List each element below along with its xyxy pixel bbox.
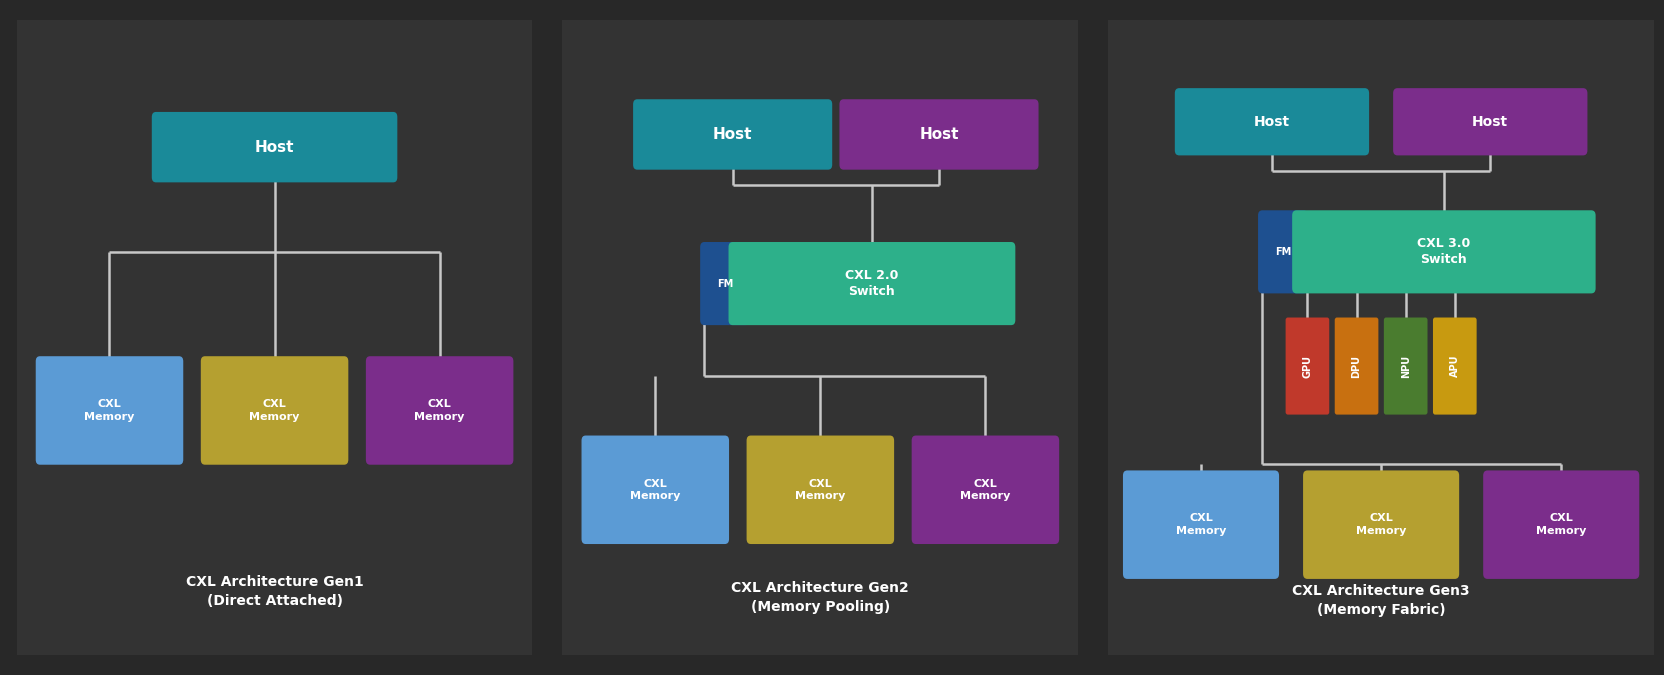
FancyBboxPatch shape	[1123, 470, 1280, 579]
FancyBboxPatch shape	[1105, 17, 1657, 658]
Text: DPU: DPU	[1351, 354, 1361, 377]
Text: GPU: GPU	[1303, 354, 1313, 377]
Text: CXL
Memory: CXL Memory	[960, 479, 1010, 501]
Text: Host: Host	[712, 127, 752, 142]
Text: Host: Host	[1255, 115, 1290, 129]
FancyBboxPatch shape	[632, 99, 832, 169]
FancyBboxPatch shape	[13, 17, 536, 658]
Text: CXL
Memory: CXL Memory	[1176, 514, 1226, 536]
Text: CXL
Memory: CXL Memory	[85, 400, 135, 422]
FancyBboxPatch shape	[701, 242, 750, 325]
Text: CXL Architecture Gen1
(Direct Attached): CXL Architecture Gen1 (Direct Attached)	[186, 575, 363, 608]
Text: CXL Architecture Gen3
(Memory Fabric): CXL Architecture Gen3 (Memory Fabric)	[1293, 585, 1469, 618]
FancyBboxPatch shape	[1483, 470, 1639, 579]
FancyBboxPatch shape	[1293, 211, 1596, 294]
FancyBboxPatch shape	[839, 99, 1038, 169]
Text: CXL Architecture Gen2
(Memory Pooling): CXL Architecture Gen2 (Memory Pooling)	[732, 581, 909, 614]
Text: CXL 2.0
Switch: CXL 2.0 Switch	[845, 269, 899, 298]
FancyBboxPatch shape	[1303, 470, 1459, 579]
FancyBboxPatch shape	[366, 356, 514, 464]
FancyBboxPatch shape	[1175, 88, 1369, 155]
FancyBboxPatch shape	[1384, 317, 1428, 414]
Text: FM: FM	[1275, 247, 1291, 257]
Text: NPU: NPU	[1401, 354, 1411, 377]
Text: CXL
Memory: CXL Memory	[1356, 514, 1406, 536]
FancyBboxPatch shape	[729, 242, 1015, 325]
Text: CXL
Memory: CXL Memory	[250, 400, 300, 422]
Text: CXL
Memory: CXL Memory	[795, 479, 845, 501]
FancyBboxPatch shape	[581, 435, 729, 544]
Text: Host: Host	[919, 127, 958, 142]
FancyBboxPatch shape	[912, 435, 1060, 544]
FancyBboxPatch shape	[1286, 317, 1330, 414]
Text: CXL
Memory: CXL Memory	[414, 400, 464, 422]
FancyBboxPatch shape	[1393, 88, 1587, 155]
Text: CXL
Memory: CXL Memory	[1536, 514, 1586, 536]
FancyBboxPatch shape	[1335, 317, 1378, 414]
FancyBboxPatch shape	[35, 356, 183, 464]
Text: CXL
Memory: CXL Memory	[631, 479, 681, 501]
FancyBboxPatch shape	[559, 17, 1082, 658]
FancyBboxPatch shape	[1433, 317, 1476, 414]
Text: CXL 3.0
Switch: CXL 3.0 Switch	[1418, 238, 1471, 267]
FancyBboxPatch shape	[1258, 211, 1308, 294]
FancyBboxPatch shape	[151, 112, 398, 182]
Text: Host: Host	[1473, 115, 1508, 129]
Text: Host: Host	[255, 140, 295, 155]
Text: FM: FM	[717, 279, 734, 289]
FancyBboxPatch shape	[747, 435, 894, 544]
FancyBboxPatch shape	[201, 356, 348, 464]
Text: APU: APU	[1449, 355, 1459, 377]
